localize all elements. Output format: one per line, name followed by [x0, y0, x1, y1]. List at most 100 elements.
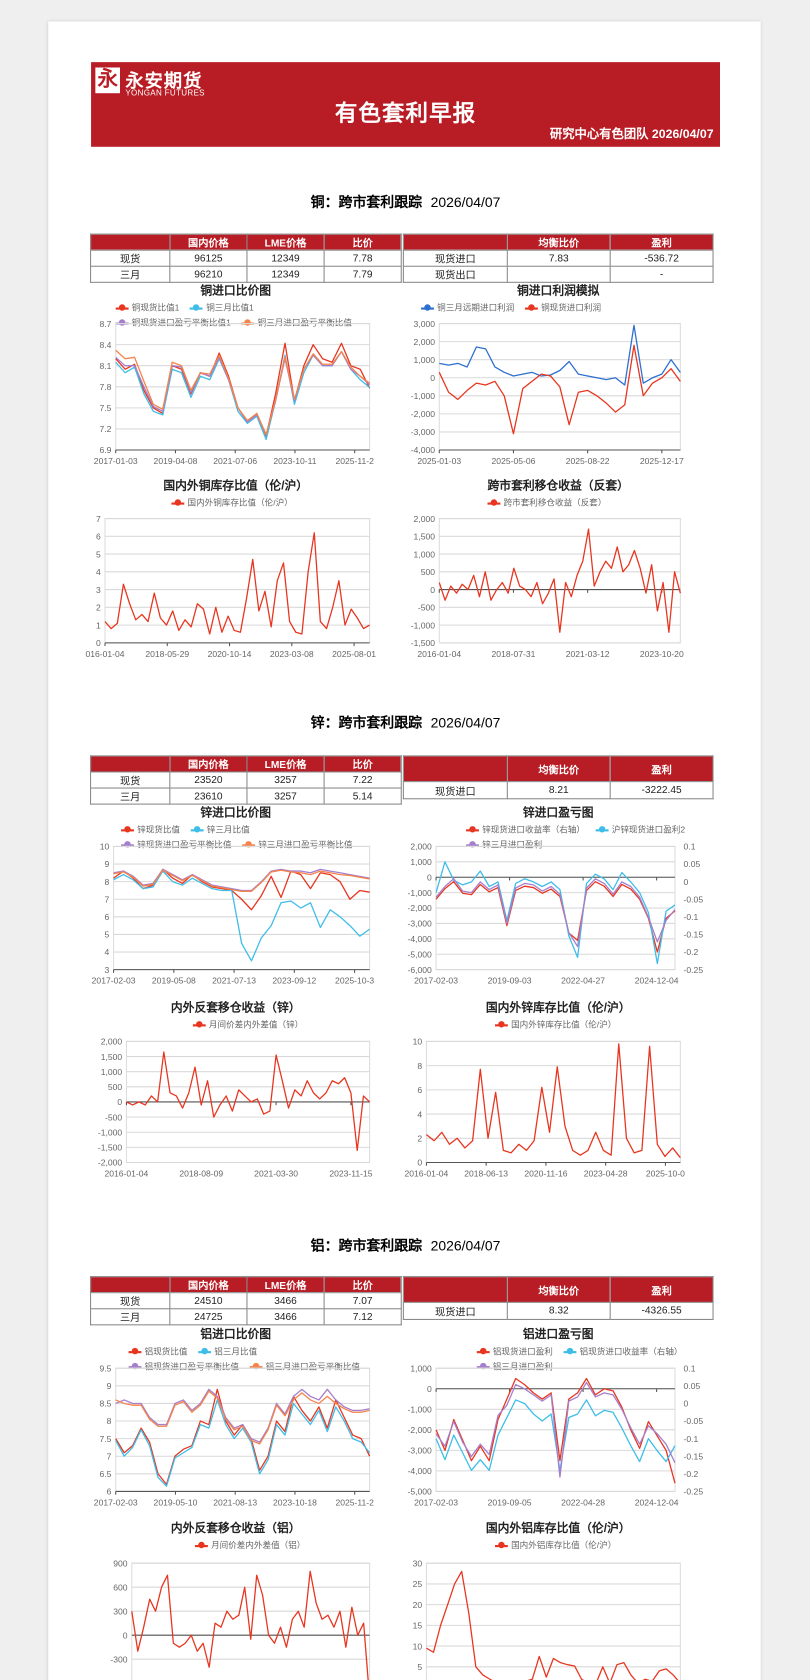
y-tick-label: -300: [110, 1654, 127, 1664]
chart-title: 国内外铝库存比值（伦/沪）: [485, 1522, 631, 1536]
x-tick-label: 2021-08-13: [213, 1497, 257, 1507]
legend-label: 锌三月进口盈利: [482, 840, 543, 850]
chart-legend: 铝现货进口盈亏平衡比值 铝三月进口盈亏平衡比值: [128, 1361, 371, 1373]
chart-title: 铜进口比价图: [200, 285, 272, 298]
table-cell: 7.78: [323, 249, 402, 267]
legend-marker-icon: [115, 304, 129, 312]
series-line-1: [426, 1043, 681, 1159]
x-tick-label: 2017-02-03: [414, 1497, 458, 1507]
table-cell: 23610: [169, 787, 248, 805]
legend-item: 铝三月进口盈利: [476, 1361, 553, 1373]
chart-title: 跨市套利移仓收益（反套）: [487, 480, 629, 493]
y-tick-label: -4,000: [408, 1466, 433, 1476]
table-cell: 96125: [169, 249, 248, 267]
legend-label: 月间价差内外差值（锌）: [208, 1020, 304, 1030]
y2-tick-label: -0.05: [684, 1416, 704, 1426]
chart-plot: 3,000 2,000 1,000 0 -1,000 -2,000 -3,000 -4,000…: [411, 319, 684, 466]
y2-tick-label: -0.25: [684, 965, 704, 975]
y-tick-label: 6: [107, 1487, 112, 1497]
y2-tick-label: -0.1: [684, 1434, 699, 1444]
y2-tick-label: -0.25: [684, 1487, 704, 1497]
y2-tick-label: -0.05: [684, 894, 704, 904]
legend-marker-icon: [192, 1021, 206, 1028]
y-tick-label: 9: [105, 859, 110, 869]
y-tick-label: 9: [107, 1381, 112, 1391]
legend-label: 国内外铜库存比值（伦/沪）: [187, 498, 293, 508]
x-tick-label: 2016-01-04: [417, 649, 461, 659]
y-tick-label: 0: [117, 1097, 122, 1107]
chart-legend: 月间价差内外差值（锌）: [192, 1019, 314, 1031]
y-tick-label: 8: [105, 877, 110, 887]
series-line-2: [438, 344, 681, 435]
chart-legend: 国内外锌库存比值（伦/沪）: [495, 1019, 627, 1031]
chart-plot: 2,000 1,500 1,000 500 0 -500 -1,000 -1,5002016-…: [411, 514, 684, 659]
x-tick-label: 2019-04-08: [154, 456, 198, 466]
legend-label: 铜现货比值1: [131, 303, 180, 313]
x-tick-label: 2024-12-04: [635, 1497, 679, 1507]
column-header: 国内价格: [169, 1276, 248, 1294]
legend-label: 国内外锌库存比值（伦/沪）: [511, 1020, 617, 1030]
y-tick-label: -5,000: [408, 949, 433, 959]
y-tick-label: 500: [421, 567, 436, 577]
series-line-2: [435, 1399, 676, 1471]
x-tick-label: 2025-10-3: [335, 976, 374, 986]
zinc-arbitrage-table: 均衡比价 盈利 现货进口 8.21 -3222.45: [402, 755, 714, 800]
column-header: LME价格: [246, 1276, 325, 1294]
y-tick-label: 4: [417, 1109, 422, 1119]
table-cell: -4326.55: [609, 1301, 714, 1321]
x-tick-label: 2025-08-22: [566, 456, 610, 466]
chart-title: 铝进口盈亏图: [522, 1328, 594, 1342]
chart-title: 锌进口盈亏图: [522, 806, 594, 820]
legend-item: 锌现货比值: [121, 824, 180, 836]
y-tick-label: 7.8: [100, 382, 112, 392]
legend-label: 铜现货进口利润: [541, 303, 602, 313]
y-tick-label: 5: [417, 1662, 422, 1672]
table-cell: 24725: [169, 1308, 248, 1326]
column-header: LME价格: [246, 233, 325, 251]
y2-tick-label: -0.15: [684, 930, 704, 940]
y-tick-label: 3: [105, 965, 110, 975]
chart-title: 国内外铜库存比值（伦/沪）: [163, 480, 309, 493]
legend-marker-icon: [495, 1021, 508, 1028]
y-tick-label: 2: [417, 1134, 422, 1144]
x-tick-label: 2025-11-2: [336, 456, 375, 466]
y2-tick-label: 0.05: [684, 1381, 701, 1391]
y-tick-label: 10: [413, 1037, 423, 1047]
chart-legend: 跨市套利移仓收益（反套）: [487, 497, 618, 509]
x-tick-label: 2023-03-08: [270, 649, 314, 659]
aluminum-price-table: 国内价格 LME价格 比价 现货 24510 3466 7.07 三月 24725 3466 7.1…: [90, 1276, 402, 1326]
y-tick-label: 1,000: [410, 1363, 432, 1373]
x-tick-label: 2019-05-08: [152, 976, 196, 986]
y-tick-label: 900: [113, 1558, 128, 1568]
table-cell: 8.21: [506, 781, 611, 800]
y-tick-label: -1,500: [411, 638, 436, 648]
table-cell: 现货进口: [402, 1301, 508, 1321]
table-row: 现货 24510 3466 7.07: [90, 1292, 402, 1310]
x-tick-label: 2025-12-17: [640, 456, 684, 466]
table-cell: 3466: [246, 1292, 325, 1310]
y-tick-label: 20: [413, 1600, 423, 1610]
series-line-1: [435, 881, 676, 953]
chart-plot: 6.9 7.2 7.5 7.8 8.1 8.4 8.7 2017-01-03 2019-04-0…: [94, 319, 375, 466]
y-tick-label: 0: [430, 373, 435, 383]
y-tick-label: 8.5: [100, 1399, 112, 1409]
y-tick-label: 8.1: [100, 361, 112, 371]
x-tick-label: 2023-11-15: [329, 1168, 372, 1178]
legend-item: 月间价差内外差值（铝）: [195, 1540, 305, 1552]
legend-marker-icon: [128, 1348, 142, 1355]
chart-legend: 国内外铝库存比值（伦/沪）: [495, 1540, 627, 1552]
legend-label: 铝现货进口收益率（右轴）: [579, 1346, 683, 1357]
table-cell: 7.79: [323, 265, 402, 283]
x-tick-label: 2023-10-18: [273, 1497, 317, 1507]
table-cell: 三月: [90, 787, 171, 805]
legend-label: 铝现货进口盈亏平衡比值: [144, 1361, 239, 1372]
legend-label: 铝三月比值: [214, 1346, 258, 1357]
y-tick-label: 1,000: [410, 857, 432, 867]
table-row: 三月 96210 12349 7.79: [90, 265, 402, 283]
table-row: 三月 24725 3466 7.12: [90, 1308, 402, 1326]
column-header: 均衡比价: [506, 755, 611, 783]
legend-item: 铜三月比值1: [190, 302, 254, 314]
table-row: 现货 23520 3257 7.22: [90, 771, 402, 789]
legend-item: 锌三月进口盈亏平衡比值: [242, 839, 353, 851]
